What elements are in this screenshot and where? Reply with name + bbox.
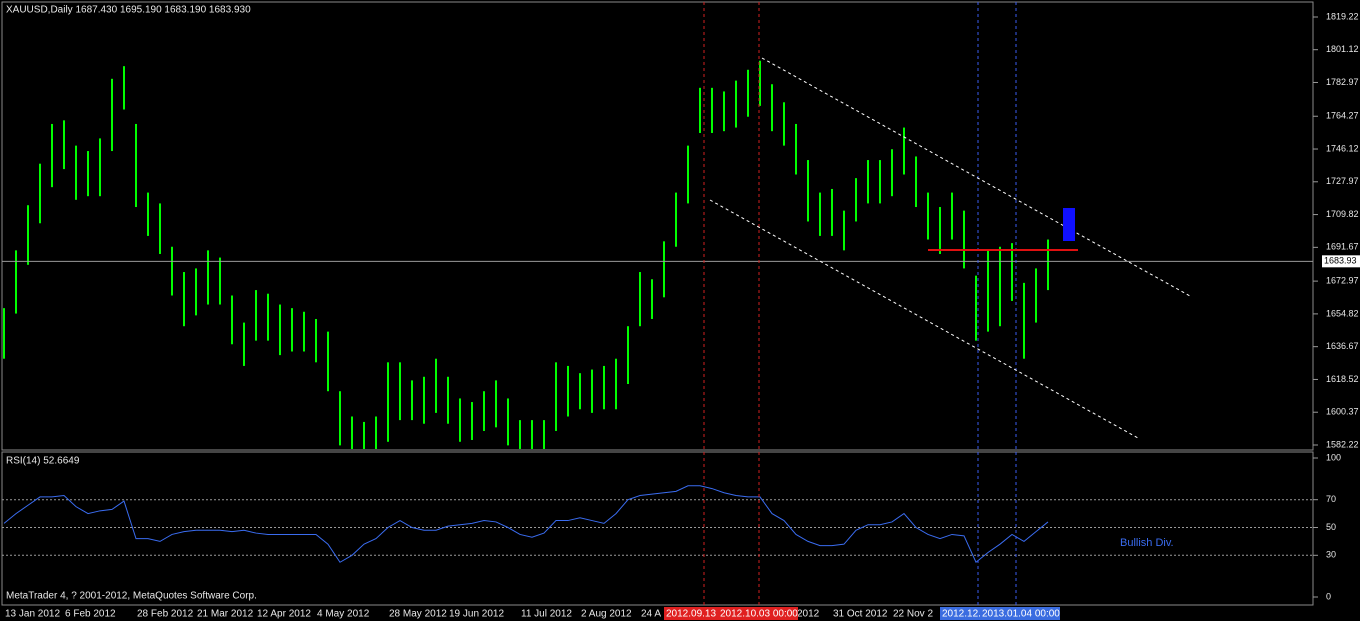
vline-label: 2012.09.13 00:00 <box>666 609 744 620</box>
last-price-box <box>1322 255 1360 268</box>
x-tick-label: 28 Feb 2012 <box>137 609 194 620</box>
main-panel <box>1 1 1314 451</box>
y-tick-label: 1746.12 <box>1326 143 1359 153</box>
rsi-line <box>3 485 1049 564</box>
y-tick-label: 1727.97 <box>1326 176 1359 186</box>
vline-label: 2013.01.04 00:00 <box>982 609 1060 620</box>
y-tick-label: 1654.82 <box>1326 308 1359 318</box>
rsi-plot <box>2 485 1313 564</box>
y-tick-label: 1672.97 <box>1326 275 1359 285</box>
marker-box <box>1063 208 1075 241</box>
trendline <box>761 57 1191 297</box>
vertical-lines <box>703 2 1017 605</box>
x-tick-label: 19 Jun 2012 <box>449 609 504 620</box>
y-tick-label: 50 <box>1326 522 1336 532</box>
annotation: Bullish Div. <box>1120 537 1174 549</box>
x-tick-label: 11 Jul 2012 <box>521 609 572 620</box>
y-tick-label: 1801.12 <box>1326 44 1359 54</box>
footer: MetaTrader 4, ? 2001-2012, MetaQuotes So… <box>6 591 257 602</box>
y-tick-label: 0 <box>1326 591 1331 601</box>
x-tick-label: 13 Jan 2012 <box>5 609 60 620</box>
rsi-title: RSI(14) 52.6649 <box>6 456 80 467</box>
y-tick-label: 1782.97 <box>1326 77 1359 87</box>
y-tick-label: 1764.27 <box>1326 111 1359 121</box>
y-tick-label: 1691.67 <box>1326 242 1359 252</box>
x-tick-label: 22 Nov 2 <box>893 609 933 620</box>
chart-header: XAUUSD,Daily 1687.430 1695.190 1683.190 … <box>6 5 251 16</box>
x-tick-label: 2 Aug 2012 <box>581 609 632 620</box>
vline-label: 2012.10.03 00:00 <box>720 609 798 620</box>
x-tick-label: 21 Mar 2012 <box>197 609 254 620</box>
y-tick-label: 1636.67 <box>1326 341 1359 351</box>
last-price-label: 1683.93 <box>1324 256 1357 266</box>
rsi-panel <box>1 451 1314 606</box>
y-tick-label: 70 <box>1326 494 1336 504</box>
y-tick-label: 1582.22 <box>1326 439 1359 449</box>
vline-label-box <box>718 607 798 620</box>
x-axis: 13 Jan 2012 6 Feb 2012 28 Feb 2012 21 Mar 2… <box>5 609 933 620</box>
vline-label-box <box>980 607 1060 620</box>
x-tick-label: 4 May 2012 <box>317 609 370 620</box>
price-plot <box>2 60 1313 450</box>
y-tick-label: 1819.22 <box>1326 11 1359 21</box>
x-tick-label: 28 May 2012 <box>389 609 447 620</box>
vline-labels: 2012.09.13 00:00 2012.10.03 00:00 2012.1… <box>664 607 1060 620</box>
y-tick-label: 1709.82 <box>1326 209 1359 219</box>
x-tick-label: 12 Apr 2012 <box>257 609 311 620</box>
drawings <box>709 57 1191 439</box>
x-tick-label: 24 A <box>641 609 661 620</box>
y-tick-label: 1618.52 <box>1326 374 1359 384</box>
y-tick-label: 1600.37 <box>1326 407 1359 417</box>
x-tick-label: 2012 <box>797 609 820 620</box>
x-tick-label: 6 Feb 2012 <box>65 609 116 620</box>
y-tick-label: 30 <box>1326 550 1336 560</box>
y-tick-label: 100 <box>1326 452 1341 462</box>
trendline <box>709 199 1139 439</box>
x-tick-label: 31 Oct 2012 <box>833 609 888 620</box>
